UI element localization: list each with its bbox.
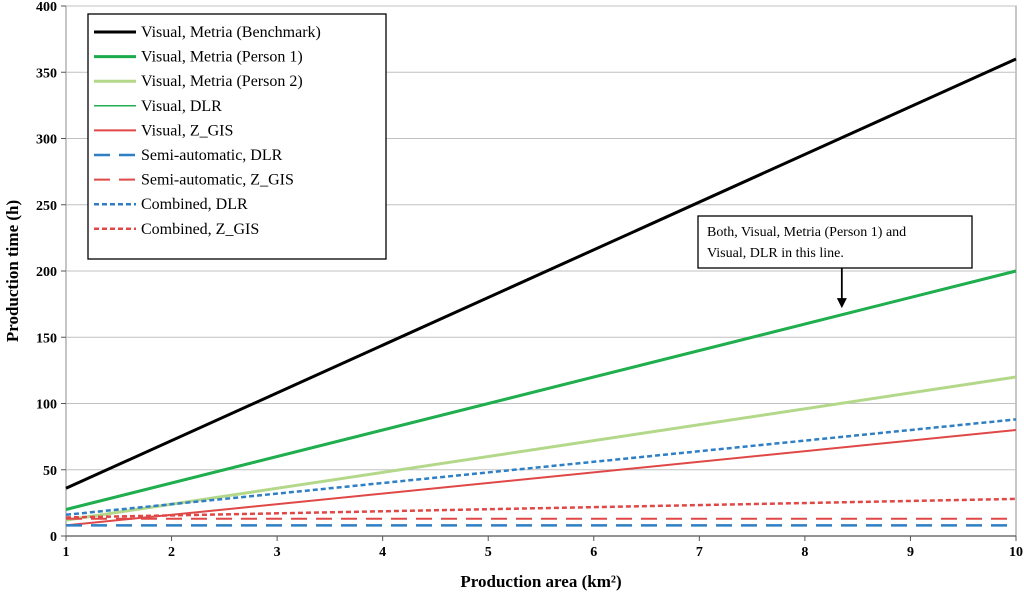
y-tick-label: 350 bbox=[36, 66, 57, 81]
series-line-9 bbox=[65, 497, 1017, 519]
x-tick-label: 3 bbox=[274, 545, 281, 560]
series-line-8 bbox=[65, 418, 1017, 517]
series-line-3 bbox=[65, 375, 1017, 522]
x-tick-label: 8 bbox=[801, 545, 808, 560]
legend-label-2: Visual, Metria (Person 1) bbox=[141, 49, 303, 66]
annotation-box bbox=[697, 215, 973, 269]
y-tick-label: 0 bbox=[50, 530, 57, 545]
legend-label-3: Visual, Metria (Person 2) bbox=[141, 73, 303, 90]
x-tick-label: 4 bbox=[379, 545, 386, 560]
legend-box bbox=[87, 13, 387, 260]
x-tick-label: 2 bbox=[168, 545, 175, 560]
axes: 0 50 100 150 200 250 300 350 400 1 2 3 4 5 6 7 8 9 10 bbox=[36, 0, 1023, 560]
series-line-4 bbox=[65, 270, 1017, 511]
x-tick-label: 9 bbox=[907, 545, 914, 560]
series-line-1 bbox=[65, 57, 1017, 490]
annotation-arrow-head bbox=[836, 298, 847, 309]
legend-label-4: Visual, DLR bbox=[141, 98, 222, 115]
y-tick-label: 400 bbox=[36, 0, 57, 15]
legend-label-1: Visual, Metria (Benchmark) bbox=[141, 24, 321, 41]
annotation-line-2: Visual, DLR in this line. bbox=[707, 246, 844, 261]
annotations: Both, Visual, Metria (Person 1) and Visua… bbox=[697, 215, 973, 309]
legend-label-5: Visual, Z_GIS bbox=[141, 122, 233, 139]
x-tick-label: 7 bbox=[696, 545, 703, 560]
x-tick-label: 5 bbox=[485, 545, 492, 560]
y-tick-label: 100 bbox=[36, 398, 57, 413]
series-line-5 bbox=[65, 429, 1017, 527]
y-tick-label: 250 bbox=[36, 199, 57, 214]
legend-label-7: Semi-automatic, Z_GIS bbox=[141, 172, 294, 189]
legend: Visual, Metria (Benchmark) Visual, Metria… bbox=[87, 13, 387, 260]
series-group bbox=[65, 57, 1017, 527]
x-axis-title: Production area (km²) bbox=[460, 572, 621, 591]
y-tick-label: 200 bbox=[36, 265, 57, 280]
x-tick-label: 6 bbox=[590, 545, 597, 560]
y-tick-label: 150 bbox=[36, 331, 57, 346]
y-tick-label: 50 bbox=[43, 464, 57, 479]
annotation-line-1: Both, Visual, Metria (Person 1) and bbox=[707, 225, 906, 240]
y-axis-title: Production time (h) bbox=[3, 200, 22, 342]
x-tick-label: 10 bbox=[1009, 545, 1023, 560]
legend-label-8: Combined, DLR bbox=[141, 196, 248, 213]
legend-label-6: Semi-automatic, DLR bbox=[141, 147, 283, 164]
y-tick-label: 300 bbox=[36, 133, 57, 148]
legend-label-9: Combined, Z_GIS bbox=[141, 221, 259, 238]
x-tick-label: 1 bbox=[63, 545, 70, 560]
